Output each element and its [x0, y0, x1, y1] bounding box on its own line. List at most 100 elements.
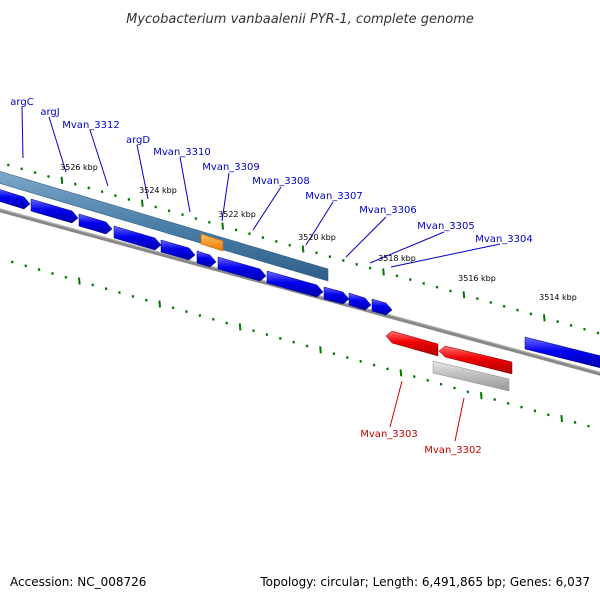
- scale-label: 3516 kbp: [458, 274, 496, 283]
- minor-tick: [207, 220, 211, 224]
- minor-tick: [292, 340, 296, 344]
- minor-tick: [583, 327, 586, 331]
- gene-label-mvan-3305[interactable]: Mvan_3305: [417, 221, 474, 232]
- gene-reverse[interactable]: [385, 330, 439, 357]
- major-tick: [141, 199, 144, 207]
- gene-label-mvan-3304[interactable]: Mvan_3304: [475, 234, 532, 245]
- gene-forward[interactable]: [160, 239, 196, 261]
- minor-tick: [533, 409, 537, 413]
- minor-tick: [546, 413, 550, 417]
- scale-label: 3520 kbp: [298, 233, 336, 242]
- minor-tick: [20, 167, 24, 171]
- minor-tick: [439, 382, 443, 386]
- gene-forward[interactable]: [78, 213, 113, 235]
- minor-tick: [167, 209, 171, 213]
- minor-tick: [278, 336, 282, 340]
- minor-tick: [91, 283, 95, 287]
- minor-tick: [171, 306, 175, 310]
- minor-tick: [569, 323, 573, 327]
- minor-tick: [131, 294, 135, 298]
- minor-tick: [359, 359, 363, 363]
- gray-feature[interactable]: [432, 360, 510, 392]
- gene-label-mvan-3306[interactable]: Mvan_3306: [359, 205, 416, 216]
- major-tick: [60, 176, 64, 184]
- minor-tick: [341, 259, 345, 262]
- gene-reverse[interactable]: [438, 345, 513, 375]
- minor-tick: [211, 317, 215, 321]
- minor-tick: [225, 321, 229, 325]
- gene-forward[interactable]: [371, 298, 393, 316]
- gene-forward[interactable]: [348, 292, 372, 311]
- minor-tick: [386, 367, 389, 371]
- minor-tick: [274, 239, 278, 243]
- minor-tick: [596, 331, 600, 335]
- major-tick: [399, 369, 403, 377]
- major-tick: [560, 415, 563, 423]
- major-tick: [382, 268, 385, 276]
- minor-tick: [114, 194, 117, 198]
- minor-tick: [315, 251, 318, 255]
- minor-tick: [332, 352, 336, 356]
- gene-forward[interactable]: [113, 225, 162, 251]
- minor-tick: [529, 312, 533, 316]
- scale-label: 3524 kbp: [139, 186, 177, 195]
- minor-tick: [453, 386, 456, 390]
- major-tick: [301, 245, 305, 253]
- minor-tick: [24, 264, 28, 268]
- major-tick: [543, 314, 546, 322]
- scale-label: 3514 kbp: [539, 293, 577, 302]
- gene-label-mvan-3312[interactable]: Mvan_3312: [62, 120, 119, 131]
- gene-label-argD[interactable]: argD: [126, 135, 150, 146]
- gene-label-mvan-3309[interactable]: Mvan_3309: [202, 162, 259, 173]
- minor-tick: [248, 232, 251, 236]
- minor-tick: [466, 390, 470, 394]
- gene-label-mvan-3303[interactable]: Mvan_3303: [360, 429, 417, 440]
- minor-tick: [520, 405, 523, 409]
- gene-label-mvan-3308[interactable]: Mvan_3308: [252, 176, 309, 187]
- minor-tick: [328, 255, 332, 259]
- scale-label: 3526 kbp: [60, 163, 98, 172]
- scale-label: 3522 kbp: [218, 210, 256, 219]
- inner-scale-ticks: [10, 260, 590, 428]
- minor-tick: [144, 298, 148, 302]
- gene-label-mvan-3310[interactable]: Mvan_3310: [153, 147, 210, 158]
- gene-forward[interactable]: [266, 270, 324, 298]
- minor-tick: [395, 274, 399, 278]
- gene-forward[interactable]: [217, 256, 267, 282]
- gene-label-mvan-3307[interactable]: Mvan_3307: [305, 191, 362, 202]
- minor-tick: [355, 262, 359, 266]
- major-tick: [462, 291, 466, 299]
- scale-labels: 3526 kbp 3524 kbp 3522 kbp 3520 kbp 3518…: [60, 163, 577, 302]
- minor-tick: [104, 287, 108, 291]
- gene-forward[interactable]: [30, 198, 79, 224]
- gene-label-argC[interactable]: argC: [10, 97, 33, 108]
- minor-tick: [506, 401, 510, 405]
- minor-tick: [234, 228, 238, 232]
- minor-tick: [435, 285, 439, 289]
- gene-callouts: argC argJ Mvan_3312 argD Mvan_3310 Mvan_…: [10, 97, 532, 456]
- minor-tick: [261, 236, 265, 240]
- minor-tick: [64, 275, 68, 279]
- minor-tick: [181, 213, 184, 217]
- minor-tick: [489, 301, 493, 304]
- gene-forward[interactable]: [524, 336, 600, 369]
- minor-tick: [587, 424, 590, 428]
- major-tick: [238, 323, 242, 331]
- map-title: Mycobacterium vanbaalenii PYR-1, complet…: [126, 12, 474, 27]
- gene-forward[interactable]: [0, 188, 31, 210]
- minor-tick: [73, 182, 77, 186]
- gene-label-argJ[interactable]: argJ: [40, 107, 59, 118]
- gene-forward[interactable]: [196, 250, 217, 268]
- minor-tick: [305, 344, 309, 348]
- outer-scale-ticks: [6, 163, 600, 335]
- highlighted-gene[interactable]: [200, 233, 224, 252]
- minor-tick: [408, 278, 412, 282]
- major-tick: [480, 392, 483, 400]
- minor-tick: [154, 205, 158, 209]
- gene-forward[interactable]: [323, 286, 350, 305]
- gene-label-mvan-3302[interactable]: Mvan_3302: [424, 445, 481, 456]
- minor-tick: [87, 186, 91, 190]
- minor-tick: [449, 289, 452, 293]
- minor-tick: [51, 272, 54, 275]
